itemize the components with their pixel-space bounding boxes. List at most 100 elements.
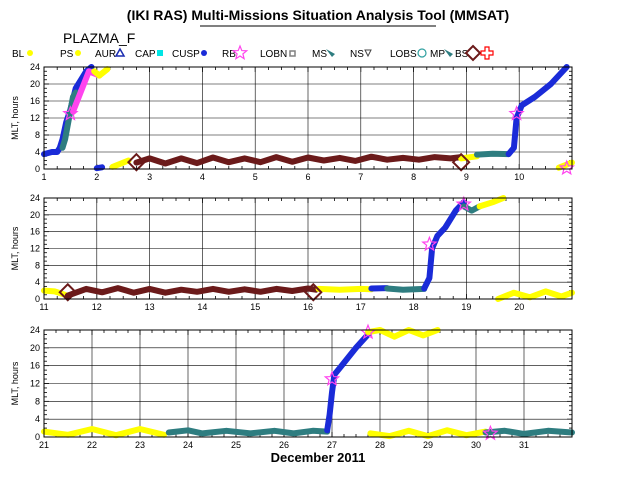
y-tick-label: 24 bbox=[30, 325, 40, 335]
legend-label: BL bbox=[12, 49, 25, 60]
y-axis-label: MLT, hours bbox=[10, 96, 20, 140]
bs-marker-icon bbox=[303, 282, 323, 302]
rb-marker-icon bbox=[455, 195, 473, 212]
legend-dot-icon bbox=[75, 50, 81, 56]
legend-triangle-small-icon bbox=[364, 49, 372, 58]
legend-item: LOBN bbox=[260, 49, 296, 60]
y-tick-label: 20 bbox=[30, 210, 40, 220]
y-tick-label: 8 bbox=[35, 396, 40, 406]
x-tick-label: 26 bbox=[279, 440, 289, 450]
y-tick-label: 0 bbox=[35, 432, 40, 442]
bs-marker-icon bbox=[451, 152, 471, 172]
legend-item: PS bbox=[60, 49, 81, 60]
x-tick-label: 4 bbox=[200, 172, 205, 182]
bs-marker-icon bbox=[58, 282, 78, 302]
legend-item: MP bbox=[430, 49, 453, 60]
legend-label: LOBN bbox=[260, 49, 287, 60]
y-tick-label: 20 bbox=[30, 343, 40, 353]
y-tick-label: 20 bbox=[30, 79, 40, 89]
rb-marker-icon bbox=[421, 235, 438, 252]
x-tick-label: 9 bbox=[464, 172, 469, 182]
region-segment-ps bbox=[315, 285, 375, 293]
x-tick-label: 5 bbox=[253, 172, 258, 182]
x-tick-label: 3 bbox=[147, 172, 152, 182]
x-tick-label: 15 bbox=[250, 302, 260, 312]
y-tick-label: 16 bbox=[30, 361, 40, 371]
y-tick-label: 4 bbox=[35, 414, 40, 424]
spacecraft-label: PLAZMA_F bbox=[63, 30, 135, 46]
legend-wedge-icon bbox=[326, 49, 335, 57]
legend-item: CAP bbox=[135, 49, 163, 60]
x-tick-label: 17 bbox=[356, 302, 366, 312]
x-tick-label: 24 bbox=[183, 440, 193, 450]
region-segment-bl bbox=[41, 426, 167, 439]
x-tick-label: 2 bbox=[94, 172, 99, 182]
y-tick-label: 4 bbox=[35, 277, 40, 287]
bs-marker-icon bbox=[126, 152, 146, 172]
legend-triangle-outline-icon bbox=[114, 47, 126, 57]
x-tick-label: 22 bbox=[87, 440, 97, 450]
legend-label: LOBS bbox=[390, 49, 417, 60]
region-segment-ms bbox=[384, 285, 428, 293]
x-tick-label: 16 bbox=[303, 302, 313, 312]
region-segment-cusp bbox=[93, 164, 106, 172]
rb-marker-icon bbox=[508, 105, 525, 121]
y-tick-label: 24 bbox=[30, 62, 40, 72]
region-segment-ps bbox=[91, 66, 111, 79]
y-tick-label: 8 bbox=[35, 130, 40, 140]
x-tick-label: 23 bbox=[135, 440, 145, 450]
x-tick-label: 8 bbox=[411, 172, 416, 182]
y-tick-label: 24 bbox=[30, 193, 40, 203]
x-tick-label: 29 bbox=[423, 440, 433, 450]
legend: BL PS AUR CAP CUSP RB LOBN MS NS LOBS MP BS bbox=[12, 44, 494, 62]
y-tick-label: 0 bbox=[35, 164, 40, 174]
panel: 21 22 23 24 25 26 27 28 29 30 31 0 4 8 12 16 20 24 MLT, ho… bbox=[10, 323, 575, 450]
legend-square-icon bbox=[157, 50, 163, 56]
legend-dot-icon bbox=[201, 50, 207, 56]
x-tick-label: 13 bbox=[145, 302, 155, 312]
legend-item: AUR bbox=[95, 47, 126, 60]
x-tick-label: 19 bbox=[461, 302, 471, 312]
panel-frame bbox=[43, 197, 573, 300]
chart-title: (IKI RAS) Multi-Missions Situation Analy… bbox=[127, 7, 509, 23]
legend-item: CUSP bbox=[172, 49, 207, 60]
region-segment-ps bbox=[476, 195, 507, 210]
x-tick-label: 11 bbox=[39, 302, 48, 312]
y-tick-label: 0 bbox=[35, 294, 40, 304]
y-tick-label: 16 bbox=[30, 96, 40, 106]
x-tick-label: 27 bbox=[327, 440, 337, 450]
y-axis-label: MLT, hours bbox=[10, 361, 20, 405]
legend-dot-icon bbox=[27, 50, 33, 56]
region-segment-ms bbox=[474, 150, 512, 158]
legend-circle-outline-icon bbox=[417, 48, 427, 58]
region-segment-ps bbox=[365, 327, 441, 340]
x-tick-label: 10 bbox=[514, 172, 524, 182]
y-tick-label: 12 bbox=[30, 379, 40, 389]
x-tick-label: 25 bbox=[231, 440, 241, 450]
legend-square-small-icon bbox=[289, 50, 296, 57]
region-segment-cusp bbox=[324, 331, 371, 434]
x-tick-label: 14 bbox=[197, 302, 207, 312]
legend-star-outline-icon bbox=[231, 44, 249, 61]
y-tick-label: 12 bbox=[30, 244, 40, 254]
legend-item bbox=[480, 46, 494, 60]
region-segment-bs bbox=[133, 153, 465, 167]
rb-marker-icon bbox=[62, 105, 79, 121]
y-tick-label: 12 bbox=[30, 113, 40, 123]
region-segment-bl bbox=[495, 288, 575, 302]
region-segment-bs bbox=[64, 285, 319, 299]
rb-marker-icon bbox=[482, 424, 499, 441]
legend-item: RB bbox=[222, 44, 249, 61]
legend-item: LOBS bbox=[390, 48, 427, 60]
region-segment-cusp bbox=[505, 64, 570, 158]
legend-item: NS bbox=[350, 49, 372, 60]
panel-frame bbox=[43, 66, 573, 170]
legend-item: MS bbox=[312, 49, 335, 60]
x-axis-label: December 2011 bbox=[271, 450, 366, 465]
y-tick-label: 4 bbox=[35, 147, 40, 157]
legend-item: BS bbox=[455, 44, 482, 62]
legend-label: CUSP bbox=[172, 49, 200, 60]
